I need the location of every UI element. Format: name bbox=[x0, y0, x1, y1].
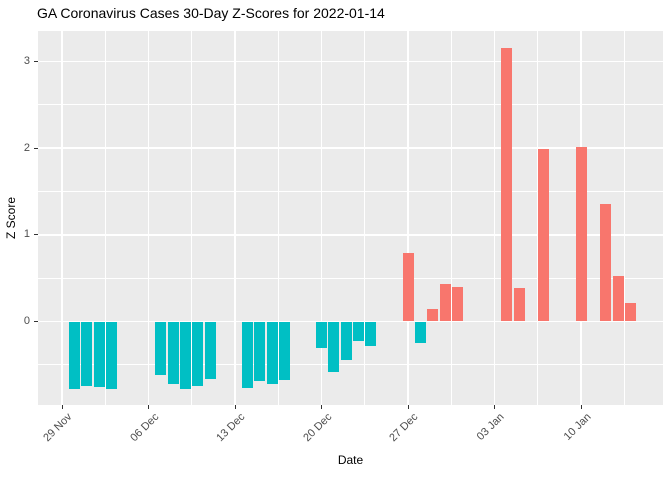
y-tick-label: 0 bbox=[23, 315, 30, 327]
grid-minor-x bbox=[104, 31, 106, 405]
grid-minor-x bbox=[364, 31, 366, 405]
bar bbox=[68, 321, 80, 390]
bar bbox=[180, 321, 192, 390]
grid-major-x bbox=[147, 31, 150, 405]
x-tick-mark bbox=[580, 405, 582, 409]
x-tick-mark bbox=[148, 405, 149, 409]
y-tick-mark bbox=[34, 60, 38, 62]
grid-major-y bbox=[38, 147, 663, 149]
bar bbox=[192, 321, 204, 386]
bar bbox=[328, 321, 340, 372]
x-tick-label: 27 Dec bbox=[387, 411, 421, 445]
bar bbox=[93, 321, 105, 387]
grid-major-x bbox=[61, 31, 63, 405]
grid-minor-x bbox=[450, 31, 452, 405]
x-tick-mark bbox=[407, 405, 409, 409]
grid-minor-x bbox=[537, 31, 539, 405]
y-tick-label: 1 bbox=[23, 228, 30, 241]
grid-minor-y bbox=[38, 104, 663, 106]
bar bbox=[439, 284, 451, 322]
x-tick-label: 29 Nov bbox=[41, 411, 75, 445]
grid-major-y bbox=[38, 234, 663, 236]
bar bbox=[538, 148, 550, 322]
bar bbox=[105, 321, 117, 390]
grid-minor-y bbox=[38, 364, 663, 366]
bar bbox=[624, 303, 636, 322]
bar bbox=[501, 47, 513, 322]
x-tick-mark bbox=[61, 405, 63, 409]
bar bbox=[241, 321, 253, 389]
grid-minor-y bbox=[38, 190, 663, 192]
bar bbox=[204, 321, 216, 379]
bar bbox=[316, 321, 327, 348]
x-tick-mark bbox=[494, 405, 495, 409]
bar bbox=[353, 321, 365, 342]
bar bbox=[575, 147, 587, 322]
bar bbox=[600, 203, 612, 322]
grid-major-y bbox=[38, 60, 663, 63]
grid-minor-x bbox=[191, 31, 193, 405]
bar bbox=[340, 321, 352, 360]
x-tick-label: 06 Dec bbox=[127, 411, 161, 445]
grid-minor-y bbox=[38, 277, 663, 279]
x-tick-label: 03 Jan bbox=[475, 411, 507, 443]
bar bbox=[155, 321, 167, 376]
y-tick-label: 2 bbox=[23, 141, 30, 154]
bar bbox=[266, 321, 278, 384]
bar bbox=[278, 321, 290, 381]
y-tick-label: 3 bbox=[23, 54, 30, 67]
bar bbox=[81, 321, 93, 386]
grid-major-x bbox=[407, 31, 409, 405]
chart-title: GA Coronavirus Cases 30-Day Z-Scores for… bbox=[37, 5, 385, 21]
bar bbox=[451, 286, 463, 322]
plot-panel bbox=[38, 31, 663, 405]
y-tick-mark bbox=[34, 321, 38, 322]
bar bbox=[402, 253, 414, 322]
grid-major-x bbox=[493, 31, 496, 405]
bar bbox=[612, 276, 624, 322]
grid-minor-x bbox=[277, 31, 279, 405]
x-tick-label: 20 Dec bbox=[300, 411, 334, 445]
x-tick-label: 13 Dec bbox=[214, 411, 248, 445]
y-tick-mark bbox=[34, 234, 38, 236]
bar bbox=[427, 309, 439, 322]
x-tick-label: 10 Jan bbox=[561, 411, 594, 443]
x-tick-mark bbox=[321, 405, 322, 409]
bar bbox=[414, 321, 426, 344]
bar bbox=[167, 321, 179, 384]
y-tick-mark bbox=[34, 147, 38, 149]
bar bbox=[513, 287, 525, 322]
x-tick-mark bbox=[234, 405, 236, 409]
bar bbox=[365, 321, 377, 346]
grid-major-x bbox=[234, 31, 236, 405]
x-axis-title: Date bbox=[337, 453, 364, 467]
grid-minor-x bbox=[623, 31, 625, 405]
bar bbox=[254, 321, 266, 382]
grid-major-x bbox=[320, 31, 323, 405]
